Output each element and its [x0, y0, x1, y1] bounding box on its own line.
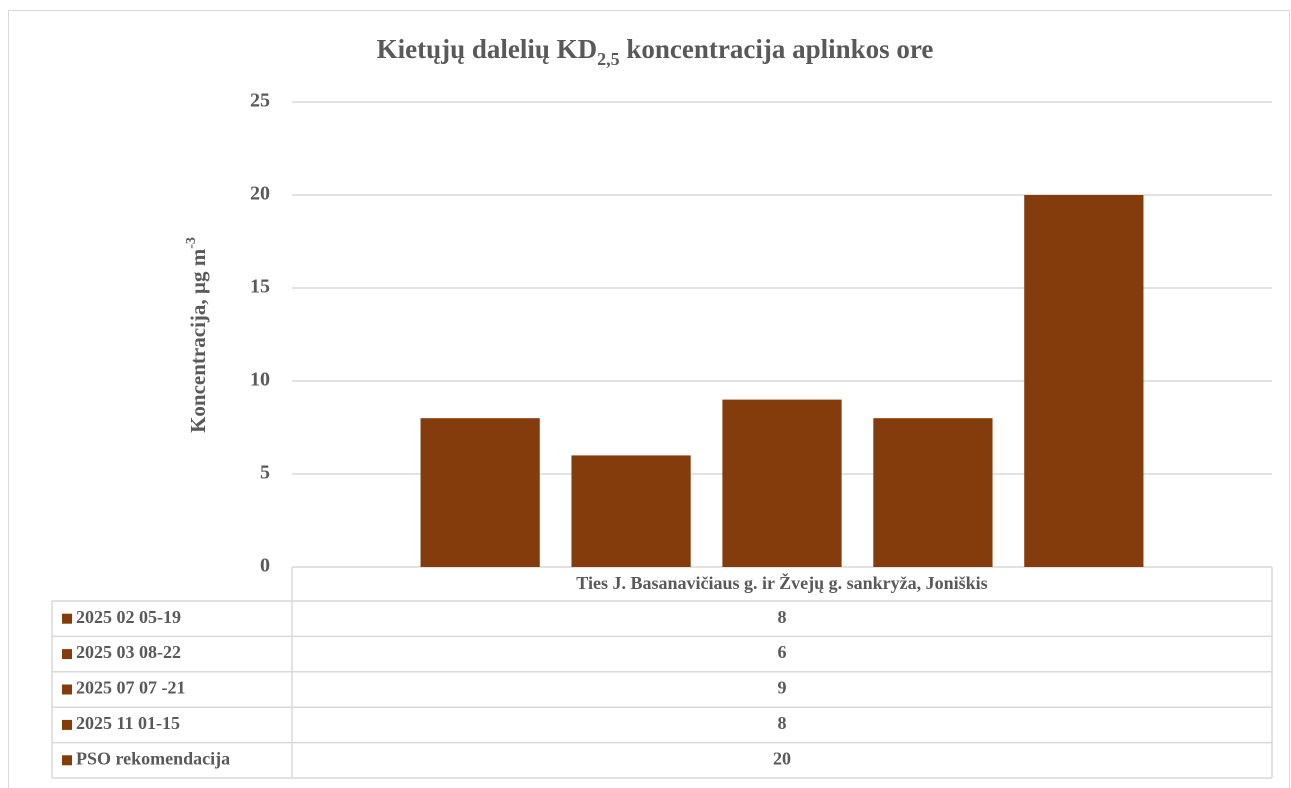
chart-border: [8, 10, 1290, 788]
title-subscript: 2,5: [597, 49, 620, 69]
y-tick-label: 20: [250, 183, 270, 205]
bar: [571, 455, 691, 567]
chart-title: Kietųjų dalelių KD2,5 koncentracija apli…: [377, 34, 934, 69]
legend-label: 2025 11 01-15: [76, 713, 180, 733]
legend-key: [62, 719, 72, 730]
table-value: 20: [773, 748, 791, 768]
y-tick-label: 0: [260, 555, 270, 577]
legend-label: PSO rekomendacija: [76, 748, 230, 768]
bar: [1024, 195, 1144, 567]
table-value: 9: [778, 678, 787, 698]
legend-key: [62, 649, 72, 660]
y-label-superscript: -3: [184, 237, 199, 249]
bar: [420, 418, 540, 567]
x-tick-label: Ties J. Basanavičiaus g. ir Žvejų g. san…: [576, 572, 987, 593]
y-label-text: Koncentracija, µg m: [186, 248, 210, 433]
legend-label: 2025 07 07 -21: [76, 678, 186, 698]
table-value: 6: [778, 642, 787, 662]
title-text: koncentracija aplinkos ore: [620, 34, 934, 64]
bar: [722, 399, 842, 567]
table-value: 8: [778, 607, 787, 627]
legend-key: [62, 684, 72, 695]
y-tick-label: 5: [260, 462, 270, 484]
legend-label: 2025 02 05-19: [76, 607, 181, 627]
legend-key: [62, 613, 72, 624]
y-axis-label: Koncentracija, µg m-3: [184, 237, 210, 433]
bar: [873, 418, 993, 567]
legend-label: 2025 03 08-22: [76, 642, 181, 662]
title-text: Kietųjų dalelių KD: [377, 34, 598, 64]
legend-key: [62, 755, 72, 766]
y-tick-label: 10: [250, 369, 270, 391]
y-tick-label: 25: [250, 90, 270, 112]
y-tick-label: 15: [250, 276, 270, 298]
table-value: 8: [778, 713, 787, 733]
